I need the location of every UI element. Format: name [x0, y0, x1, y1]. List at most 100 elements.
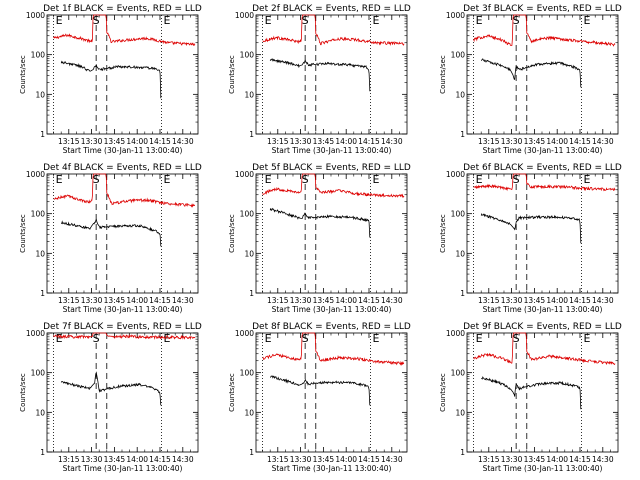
y-tick-label: 1 [249, 448, 254, 457]
plot-frame [466, 332, 619, 453]
y-axis-label: Counts/sec [19, 214, 27, 253]
y-axis-label: Counts/sec [228, 55, 236, 94]
lld-series-line [262, 332, 405, 366]
x-tick-label: 14:15 [149, 137, 171, 146]
y-tick-label: 1 [40, 448, 45, 457]
x-tick-label: 13:45 [313, 455, 335, 464]
x-tick-label: 14:30 [592, 296, 614, 305]
y-tick-label: 100 [31, 369, 46, 378]
y-tick-label: 100 [240, 210, 255, 219]
plot-frame [466, 173, 619, 294]
x-tick-label: 13:45 [104, 296, 126, 305]
events-series-line [481, 376, 582, 410]
y-tick-label: 1000 [446, 11, 465, 20]
x-axis-label: Start Time (30-Jan-11 13:00:40) [272, 146, 392, 155]
x-tick-label: 14:15 [358, 137, 380, 146]
marker-label: E [373, 14, 380, 27]
panel-title: Det 6f BLACK = Events, RED = LLD [463, 163, 622, 173]
x-tick-label: 13:45 [524, 455, 546, 464]
marker-label: E [56, 332, 63, 345]
x-tick-label: 13:15 [478, 296, 500, 305]
plot-frame [46, 14, 199, 135]
x-tick-label: 14:30 [172, 296, 194, 305]
marker-label: S [93, 173, 100, 186]
y-tick-label: 10 [244, 90, 254, 99]
x-tick-label: 14:00 [335, 455, 357, 464]
x-tick-label: 13:15 [58, 296, 80, 305]
y-tick-label: 100 [451, 369, 466, 378]
x-tick-label: 14:00 [126, 296, 148, 305]
events-series-line [480, 213, 582, 244]
x-tick-label: 13:45 [313, 296, 335, 305]
y-tick-label: 10 [35, 408, 45, 417]
y-tick-label: 100 [451, 210, 466, 219]
marker-label: E [265, 14, 272, 27]
x-tick-label: 13:30 [501, 296, 523, 305]
x-tick-label: 14:30 [381, 296, 403, 305]
panel-title: Det 5f BLACK = Events, RED = LLD [252, 163, 411, 173]
y-axis-label: Counts/sec [228, 373, 236, 412]
y-axis-label: Counts/sec [439, 373, 447, 412]
x-tick-label: 14:15 [358, 455, 380, 464]
marker-label: S [93, 332, 100, 345]
y-tick-label: 1000 [26, 170, 45, 179]
marker-label: E [164, 14, 171, 27]
plot-frame [255, 332, 408, 453]
panel-det-4: Det 4f BLACK = Events, RED = LLD 1 10 100 10… [19, 163, 202, 314]
x-tick-label: 13:45 [313, 137, 335, 146]
panel-det-6: Det 6f BLACK = Events, RED = LLD 1 10 100 10… [439, 163, 622, 314]
events-series-line [269, 375, 371, 406]
x-tick-label: 13:15 [478, 455, 500, 464]
x-tick-label: 14:30 [381, 137, 403, 146]
panel-title: Det 4f BLACK = Events, RED = LLD [43, 163, 202, 173]
y-tick-label: 1 [40, 289, 45, 298]
x-axis-label: Start Time (30-Jan-11 13:00:40) [272, 464, 392, 473]
lld-series-line [473, 332, 616, 366]
panel-title: Det 2f BLACK = Events, RED = LLD [252, 4, 411, 14]
x-tick-label: 14:30 [172, 137, 194, 146]
x-tick-label: 14:00 [546, 137, 568, 146]
marker-label: E [56, 14, 63, 27]
events-series-line [60, 60, 162, 99]
y-tick-label: 1000 [26, 329, 45, 338]
marker-label: E [373, 173, 380, 186]
x-tick-label: 14:00 [335, 296, 357, 305]
x-axis-label: Start Time (30-Jan-11 13:00:40) [483, 305, 603, 314]
y-tick-label: 1000 [26, 11, 45, 20]
plot-frame [46, 332, 199, 453]
panel-title: Det 8f BLACK = Events, RED = LLD [252, 322, 411, 332]
marker-label: E [584, 14, 591, 27]
x-axis-label: Start Time (30-Jan-11 13:00:40) [272, 305, 392, 314]
lld-series-line [262, 173, 405, 199]
x-tick-label: 13:45 [524, 137, 546, 146]
x-tick-label: 14:00 [126, 455, 148, 464]
plot-frame [255, 14, 408, 135]
marker-label: E [56, 173, 63, 186]
x-tick-label: 14:00 [546, 455, 568, 464]
lld-series-line [473, 14, 616, 47]
marker-label: E [265, 173, 272, 186]
y-tick-label: 1 [460, 289, 465, 298]
y-tick-label: 10 [455, 90, 465, 99]
y-tick-label: 100 [31, 51, 46, 60]
y-tick-label: 1000 [235, 329, 254, 338]
plot-frame [255, 173, 408, 294]
panel-title: Det 3f BLACK = Events, RED = LLD [463, 4, 622, 14]
events-series-line [269, 58, 371, 92]
x-tick-label: 14:30 [592, 455, 614, 464]
y-axis-label: Counts/sec [228, 214, 236, 253]
lld-series-line [53, 173, 195, 208]
panel-det-1: Det 1f BLACK = Events, RED = LLD 1 10 100 10… [19, 4, 202, 155]
y-tick-label: 100 [240, 51, 255, 60]
x-tick-label: 13:15 [267, 296, 289, 305]
x-tick-label: 14:00 [126, 137, 148, 146]
events-series-line [61, 218, 162, 247]
x-tick-label: 13:30 [290, 296, 312, 305]
x-tick-label: 13:30 [290, 137, 312, 146]
x-tick-label: 14:15 [569, 296, 591, 305]
panel-det-9: Det 9f BLACK = Events, RED = LLD 1 10 100 10… [439, 322, 622, 473]
x-tick-label: 14:15 [149, 455, 171, 464]
x-tick-label: 13:15 [58, 137, 80, 146]
marker-label: S [513, 173, 520, 186]
